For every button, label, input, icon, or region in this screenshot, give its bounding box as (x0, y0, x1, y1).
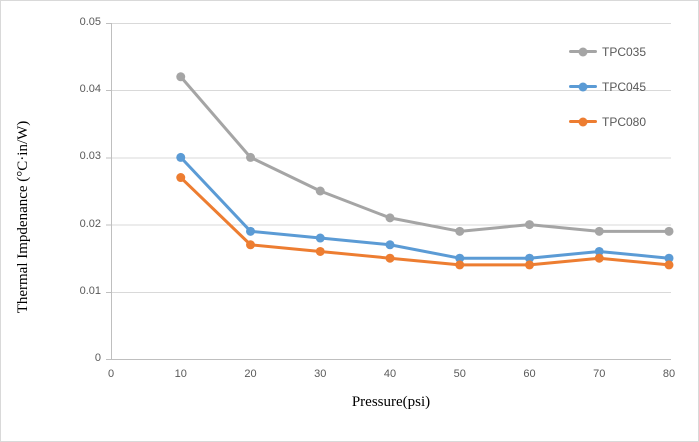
data-point-tpc045 (455, 253, 465, 263)
legend: TPC035 TPC045 TPC080 (569, 34, 646, 139)
legend-line-marker-swatch (569, 47, 597, 56)
legend-label: TPC045 (602, 79, 647, 94)
x-axis-tick-label: 30 (314, 368, 327, 380)
data-point-tpc035 (455, 226, 465, 236)
legend-line-marker-swatch (569, 82, 597, 91)
series-tpc045 (176, 152, 674, 263)
legend-label: TPC035 (602, 44, 647, 59)
data-point-tpc045 (594, 246, 604, 256)
y-axis-title: Thermal Impdenance (°C·in/W) (15, 120, 31, 314)
x-axis-tick-label: 70 (593, 368, 606, 380)
data-point-tpc045 (176, 152, 186, 162)
y-axis-tick-label: 0.05 (79, 16, 101, 28)
legend-marker-dot (578, 117, 588, 126)
x-axis-tick-label: 40 (383, 368, 397, 380)
legend-item-tpc080: TPC080 (569, 104, 646, 139)
data-point-tpc035 (664, 226, 674, 236)
data-point-tpc035 (594, 226, 604, 236)
data-point-tpc045 (385, 240, 395, 250)
x-axis-tick-label: 10 (174, 368, 187, 380)
data-point-tpc080 (315, 246, 325, 256)
legend-marker-dot (578, 82, 588, 91)
legend-marker-dot (578, 47, 588, 56)
series-tpc080 (176, 173, 674, 270)
x-axis-title: Pressure(psi) (351, 394, 431, 410)
series-line-tpc080 (179, 176, 671, 267)
data-point-tpc080 (455, 260, 465, 270)
series-tpc035 (176, 72, 674, 236)
legend-item-tpc045: TPC045 (569, 69, 646, 104)
data-point-tpc045 (315, 233, 325, 243)
x-axis-tick-label: 0 (107, 368, 115, 380)
data-point-tpc035 (176, 72, 186, 82)
legend-label: TPC080 (602, 114, 647, 129)
y-axis-tick-label: 0 (94, 352, 101, 364)
y-axis-tick-label: 0.04 (79, 83, 101, 96)
legend-line-marker-swatch (569, 117, 597, 126)
x-axis-tick-label: 60 (523, 368, 536, 380)
data-point-tpc045 (525, 253, 534, 263)
data-point-tpc045 (664, 253, 674, 263)
data-point-tpc035 (525, 220, 534, 230)
data-point-tpc080 (594, 253, 604, 263)
data-point-tpc080 (664, 260, 674, 270)
data-point-tpc035 (315, 186, 325, 196)
x-axis-tick-label: 50 (453, 368, 466, 380)
data-point-tpc045 (246, 226, 255, 236)
y-axis-tick-label: 0.02 (79, 217, 101, 230)
data-point-tpc080 (525, 260, 534, 270)
data-point-tpc080 (385, 253, 395, 263)
series-line-tpc035 (179, 75, 671, 233)
data-point-tpc080 (246, 240, 255, 250)
y-axis-tick-label: 0.01 (79, 284, 101, 297)
series-line-tpc045 (179, 155, 671, 260)
data-point-tpc035 (385, 213, 395, 223)
x-axis-tick-label: 20 (244, 368, 257, 380)
x-axis-tick-label: 80 (662, 368, 676, 380)
y-axis-tick-label: 0.03 (79, 150, 101, 163)
legend-item-tpc035: TPC035 (569, 34, 646, 69)
data-point-tpc035 (246, 152, 255, 162)
data-point-tpc080 (176, 173, 186, 183)
